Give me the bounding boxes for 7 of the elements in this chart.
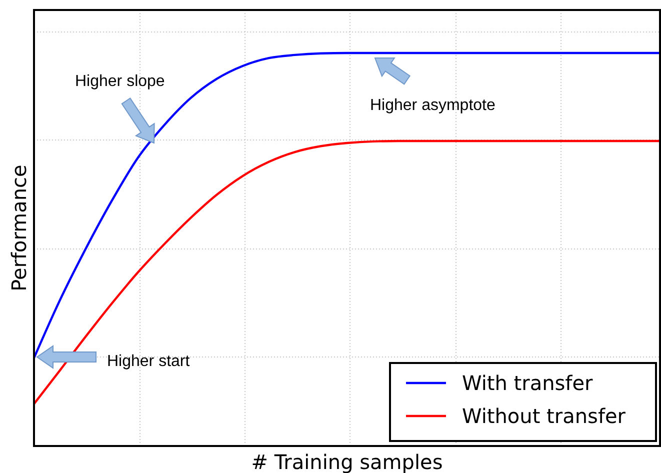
legend-label: Without transfer — [462, 404, 626, 428]
y-axis-title: Performance — [7, 164, 31, 292]
annotation: Higher slope — [75, 73, 165, 90]
annotation: Higher asymptote — [370, 97, 496, 114]
legend-label: With transfer — [462, 371, 594, 395]
x-axis-title: # Training samples — [251, 450, 443, 473]
annotation: Higher start — [107, 353, 190, 370]
